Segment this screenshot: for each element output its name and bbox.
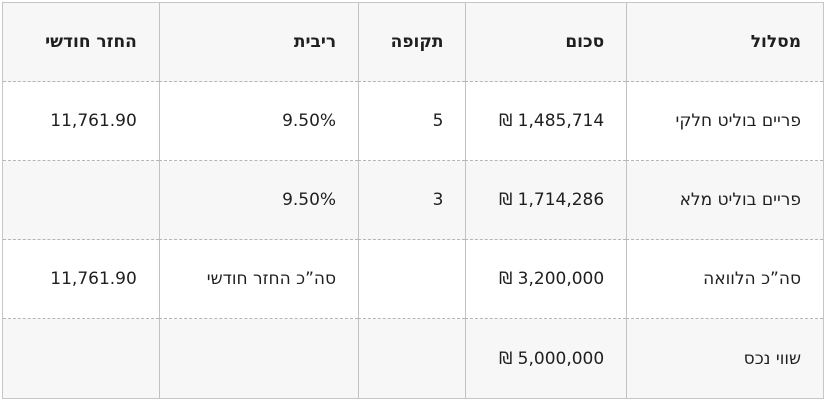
- cell-amount: ₪ 1,485,714: [465, 82, 627, 161]
- cell-track: שווי נכס: [626, 319, 823, 398]
- header-row: מסלול סכום תקופה ריבית החזר חודשי: [3, 3, 823, 82]
- cell-period: [358, 319, 466, 398]
- cell-monthly: [3, 161, 159, 240]
- col-header-period: תקופה: [358, 3, 466, 82]
- cell-period: [358, 240, 466, 319]
- cell-interest: [158, 319, 359, 398]
- cell-amount: ₪ 1,714,286: [465, 161, 627, 240]
- cell-interest: 9.50%: [158, 161, 359, 240]
- table-body: פריים בוליט חלקי ₪ 1,485,714 5 9.50% 11,…: [3, 82, 823, 398]
- cell-amount: ₪ 3,200,000: [465, 240, 627, 319]
- col-header-track: מסלול: [626, 3, 823, 82]
- cell-amount: ₪ 5,000,000: [465, 319, 627, 398]
- table-row-prime-bullet-partial: פריים בוליט חלקי ₪ 1,485,714 5 9.50% 11,…: [3, 82, 823, 161]
- table-header: מסלול סכום תקופה ריבית החזר חודשי: [3, 3, 823, 82]
- cell-monthly: 11,761.90: [3, 82, 159, 161]
- col-header-amount: סכום: [465, 3, 627, 82]
- table-row-total-loan: סה”כ הלוואה ₪ 3,200,000 סה”כ החזר חודשי …: [3, 240, 823, 319]
- cell-track: פריים בוליט חלקי: [626, 82, 823, 161]
- cell-track: סה”כ הלוואה: [626, 240, 823, 319]
- cell-period: 3: [358, 161, 466, 240]
- cell-monthly: 11,761.90: [3, 240, 159, 319]
- cell-interest: סה”כ החזר חודשי: [158, 240, 359, 319]
- table-row-prime-bullet-full: פריים בוליט מלא ₪ 1,714,286 3 9.50%: [3, 161, 823, 240]
- table-row-asset-value: שווי נכס ₪ 5,000,000: [3, 319, 823, 398]
- cell-period: 5: [358, 82, 466, 161]
- cell-interest: 9.50%: [158, 82, 359, 161]
- amount-value: ₪ 1,485,714: [498, 111, 605, 131]
- cell-track: פריים בוליט מלא: [626, 161, 823, 240]
- amount-value: ₪ 5,000,000: [498, 348, 605, 369]
- col-header-monthly: החזר חודשי: [3, 3, 159, 82]
- cell-monthly: [3, 319, 159, 398]
- amount-value: ₪ 3,200,000: [498, 269, 605, 289]
- monthly-value: 11,761.90: [50, 111, 137, 131]
- col-header-interest: ריבית: [158, 3, 359, 82]
- monthly-value: 11,761.90: [50, 269, 137, 289]
- amount-value: ₪ 1,714,286: [498, 190, 605, 210]
